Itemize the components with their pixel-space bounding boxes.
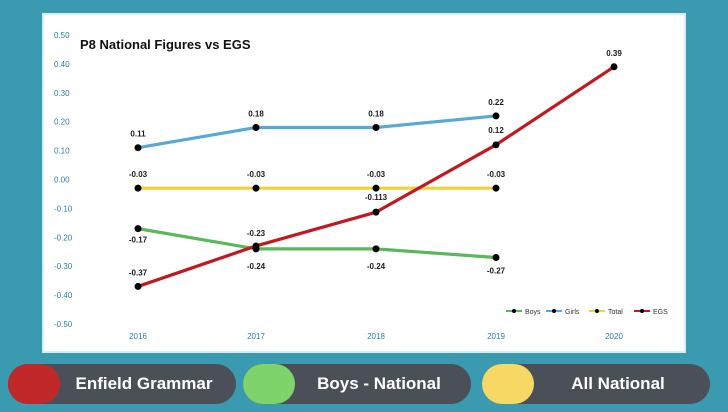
data-label: -0.03 <box>367 170 386 179</box>
data-label: 0.12 <box>488 126 504 135</box>
y-tick-label: -0.30 <box>54 262 73 271</box>
x-tick-label: 2019 <box>487 332 505 341</box>
x-tick-label: 2020 <box>605 332 623 341</box>
data-point-egs <box>492 141 500 149</box>
data-point-total <box>372 184 380 192</box>
data-point-total <box>252 184 260 192</box>
data-point-total <box>492 184 500 192</box>
series-line-boys <box>137 227 497 260</box>
data-label: 0.22 <box>488 98 504 107</box>
data-label: -0.27 <box>487 267 506 276</box>
data-label: -0.23 <box>247 229 266 238</box>
legend-pill-all-national: All National <box>482 364 710 404</box>
y-tick-label: -0.40 <box>54 291 73 300</box>
legend-pill-label: Boys - National <box>317 374 441 393</box>
legend-pill-dot <box>482 364 534 404</box>
legend-pill-label: Enfield Grammar <box>75 374 213 393</box>
data-point-boys <box>134 225 142 233</box>
data-label: 0.18 <box>368 109 384 118</box>
data-label: 0.18 <box>248 109 264 118</box>
data-label: -0.03 <box>129 170 148 179</box>
data-point-girls <box>372 123 380 131</box>
data-label: -0.03 <box>247 170 266 179</box>
legend-pill-enfield-grammar: Enfield Grammar <box>8 364 236 404</box>
y-tick-label: 0.20 <box>54 118 70 127</box>
data-point-total <box>134 184 142 192</box>
data-label: -0.24 <box>247 262 266 271</box>
y-tick-label: 0.50 <box>54 31 70 40</box>
legend-pill-dot <box>8 364 60 404</box>
y-tick-label: -0.50 <box>54 320 73 329</box>
data-label: 0.39 <box>606 49 622 58</box>
legend-entry-total: Total <box>589 309 623 316</box>
chart-title: P8 National Figures vs EGS <box>80 37 251 52</box>
data-point-egs <box>372 208 380 216</box>
legend-label: Girls <box>565 309 580 316</box>
data-point-girls <box>492 112 500 120</box>
data-label: -0.03 <box>487 170 506 179</box>
y-tick-label: 0.40 <box>54 60 70 69</box>
x-tick-label: 2016 <box>129 332 147 341</box>
data-point-boys <box>372 245 380 253</box>
data-label: -0.24 <box>367 262 386 271</box>
legend-marker <box>552 309 556 313</box>
legend-marker <box>640 309 644 313</box>
data-label: -0.17 <box>129 236 148 245</box>
legend-marker <box>512 309 516 313</box>
data-point-girls <box>252 123 260 131</box>
y-tick-label: 0.30 <box>54 89 70 98</box>
legend-pill-boys-national: Boys - National <box>243 364 471 404</box>
data-point-boys <box>492 254 500 262</box>
legend-entry-boys: Boys <box>506 309 541 316</box>
line-chart: P8 National Figures vs EGS 0.50 0.40 0.30 0… <box>54 31 668 341</box>
data-label: 0.11 <box>130 130 146 139</box>
data-label: -0.37 <box>129 268 148 277</box>
x-tick-label: 2018 <box>367 332 385 341</box>
series-line-girls <box>137 114 497 150</box>
data-label: -0.113 <box>365 193 388 202</box>
legend-label: Total <box>608 309 623 316</box>
data-point-egs <box>134 282 142 290</box>
y-tick-label: -0.10 <box>54 204 73 213</box>
legend-label: EGS <box>653 309 668 316</box>
data-point-egs <box>610 63 618 71</box>
legend-entry-egs: EGS <box>634 309 668 316</box>
y-tick-label: -0.20 <box>54 233 73 242</box>
y-tick-label: 0.00 <box>54 176 70 185</box>
x-tick-label: 2017 <box>247 332 265 341</box>
chart-panel: P8 National Figures vs EGS 0.50 0.40 0.30 0… <box>42 13 686 353</box>
legend-entry-girls: Girls <box>546 309 580 316</box>
data-point-egs <box>252 242 260 250</box>
legend-label: Boys <box>525 309 541 316</box>
data-point-girls <box>134 144 142 152</box>
legend-pill-label: All National <box>571 374 665 393</box>
legend-pill-dot <box>243 364 295 404</box>
y-tick-label: 0.10 <box>54 147 70 156</box>
legend-marker <box>595 309 599 313</box>
